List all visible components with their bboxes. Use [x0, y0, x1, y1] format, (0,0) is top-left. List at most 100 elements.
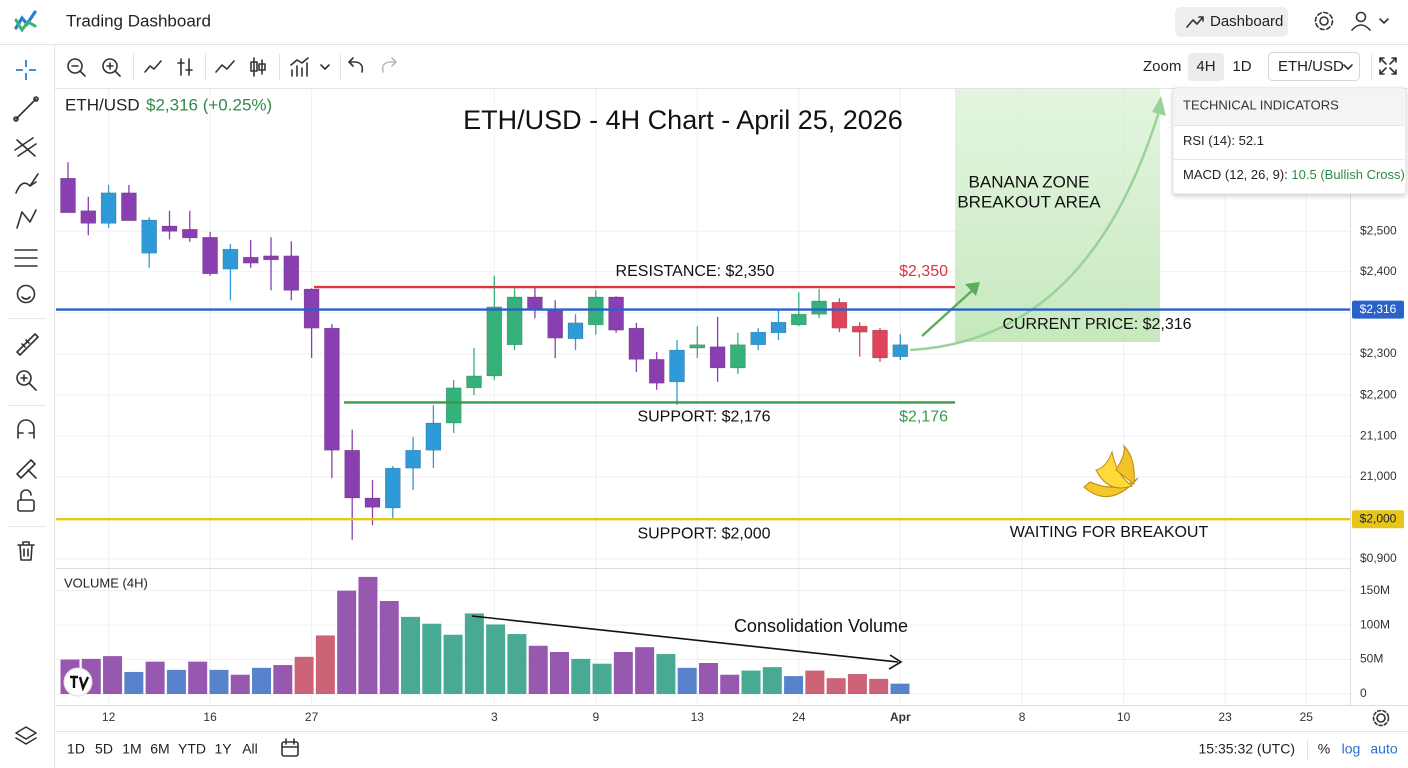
scale-option[interactable]: log	[1342, 741, 1361, 757]
candle-body	[689, 344, 706, 349]
undo[interactable]	[348, 57, 364, 73]
candle-chart-type[interactable]	[250, 57, 266, 77]
volume-bar	[677, 667, 697, 694]
candle-body	[202, 236, 218, 275]
zone-arrow-head	[965, 282, 980, 296]
waiting-label: WAITING FOR BREAKOUT	[1010, 524, 1209, 541]
bottom-bar: 15:35:32 (UTC) 1D 5D 1M 6M YTD 1Y All% log auto	[67, 738, 1398, 760]
zoom-out[interactable]	[67, 58, 83, 74]
interval[interactable]: 1D	[1232, 58, 1251, 75]
candle-body	[770, 321, 787, 334]
zoom-in[interactable]	[102, 58, 118, 74]
scale-option[interactable]: %	[1318, 741, 1330, 757]
macd-note: (Bullish Cross)	[1320, 167, 1405, 182]
tv-badge[interactable]	[63, 667, 93, 697]
price-tag-label: $2,316	[1360, 302, 1397, 316]
volume-bar	[826, 678, 846, 694]
pitchfork-tool[interactable]	[14, 137, 37, 157]
price-tag-label: $2,000	[1360, 511, 1397, 525]
dashboard-button[interactable]	[1175, 7, 1288, 37]
lock-tool[interactable]	[17, 499, 35, 512]
user-chevron[interactable]	[1379, 18, 1389, 24]
brush-tool[interactable]	[15, 173, 39, 194]
volume-bar	[166, 669, 186, 694]
range-button[interactable]: 1M	[122, 741, 141, 757]
x-tick-label: 9	[592, 710, 599, 724]
lock-draw-tool[interactable]	[16, 459, 37, 479]
candle-body	[466, 375, 482, 389]
x-tick-label: 25	[1300, 710, 1314, 724]
candle-body	[648, 359, 665, 384]
level-label: SUPPORT: $2,000	[637, 525, 770, 542]
layers-button[interactable]	[15, 726, 37, 745]
volume-bar	[103, 656, 123, 694]
zoom-tool[interactable]	[16, 370, 32, 386]
range-button[interactable]: YTD	[178, 741, 206, 757]
range-button[interactable]: 6M	[150, 741, 169, 757]
line-tool-end	[33, 96, 39, 102]
range-button[interactable]: All	[242, 741, 258, 757]
interval-active[interactable]	[1188, 53, 1224, 81]
scale-option[interactable]: auto	[1370, 741, 1397, 757]
candle-body	[425, 422, 442, 451]
dashboard-label: Dashboard	[1210, 13, 1283, 30]
indicators-menu[interactable]	[290, 57, 309, 77]
fullscreen[interactable]	[1379, 57, 1397, 75]
breakout-zone	[909, 88, 1166, 352]
zone-area	[955, 88, 1160, 342]
volume-bar	[869, 678, 889, 694]
redo[interactable]	[381, 57, 397, 73]
level-value: $2,176	[899, 409, 948, 426]
level-label: CURRENT PRICE: $2,316	[1002, 316, 1191, 333]
volume-bar	[698, 663, 718, 694]
x-tick-label: 8	[1019, 710, 1026, 724]
date-range-button[interactable]	[281, 741, 299, 757]
fib-tool[interactable]	[14, 249, 38, 267]
zone-label: BANANA ZONE	[969, 172, 1090, 191]
banana-piece	[1083, 477, 1139, 498]
line-tool[interactable]	[15, 98, 37, 120]
compare[interactable]	[177, 58, 193, 76]
macd-value: 10.5	[1291, 167, 1316, 182]
magnet-tool[interactable]	[17, 419, 35, 439]
indicators-chevron[interactable]	[320, 64, 330, 70]
candle-body	[324, 327, 340, 451]
candle-body	[608, 296, 624, 331]
x-tick-label: 23	[1218, 710, 1232, 724]
range-button[interactable]: 5D	[95, 741, 113, 757]
axis-settings[interactable]	[1376, 713, 1386, 723]
y-tick-label: 21,100	[1360, 428, 1397, 442]
volume-bar	[145, 661, 165, 694]
line-chart-type[interactable]	[215, 60, 235, 73]
ruler-tool[interactable]	[16, 333, 39, 356]
emoji-tool[interactable]	[16, 284, 36, 304]
volume-bar	[805, 670, 825, 694]
candle-body	[750, 331, 767, 346]
volume-bar	[401, 616, 421, 694]
interval[interactable]: 4H	[1196, 58, 1215, 75]
settings-icon[interactable]	[1319, 16, 1329, 26]
volume-bar	[273, 665, 293, 694]
indicator-line[interactable]	[144, 60, 162, 73]
candle-body	[892, 344, 909, 357]
candle-body	[141, 219, 157, 254]
pattern-tool[interactable]	[16, 209, 37, 229]
candle-body	[161, 225, 178, 232]
volume-bar	[209, 669, 229, 694]
crosshair-tool[interactable]	[16, 60, 36, 80]
delete-tool[interactable]	[17, 541, 35, 561]
volume-bar	[784, 676, 804, 694]
volume-bar	[656, 654, 676, 694]
candle-body	[547, 308, 564, 339]
volume-bar	[230, 674, 250, 694]
candle-body	[486, 306, 503, 377]
user-icon[interactable]	[1355, 11, 1367, 23]
logo-accent	[14, 18, 37, 33]
candle-body	[811, 300, 827, 315]
range-button[interactable]: 1Y	[214, 741, 232, 757]
symbol-chevron	[1343, 64, 1353, 70]
range-button[interactable]: 1D	[67, 741, 85, 757]
symbol-select[interactable]	[1268, 52, 1360, 81]
line-tool-end	[13, 116, 19, 122]
